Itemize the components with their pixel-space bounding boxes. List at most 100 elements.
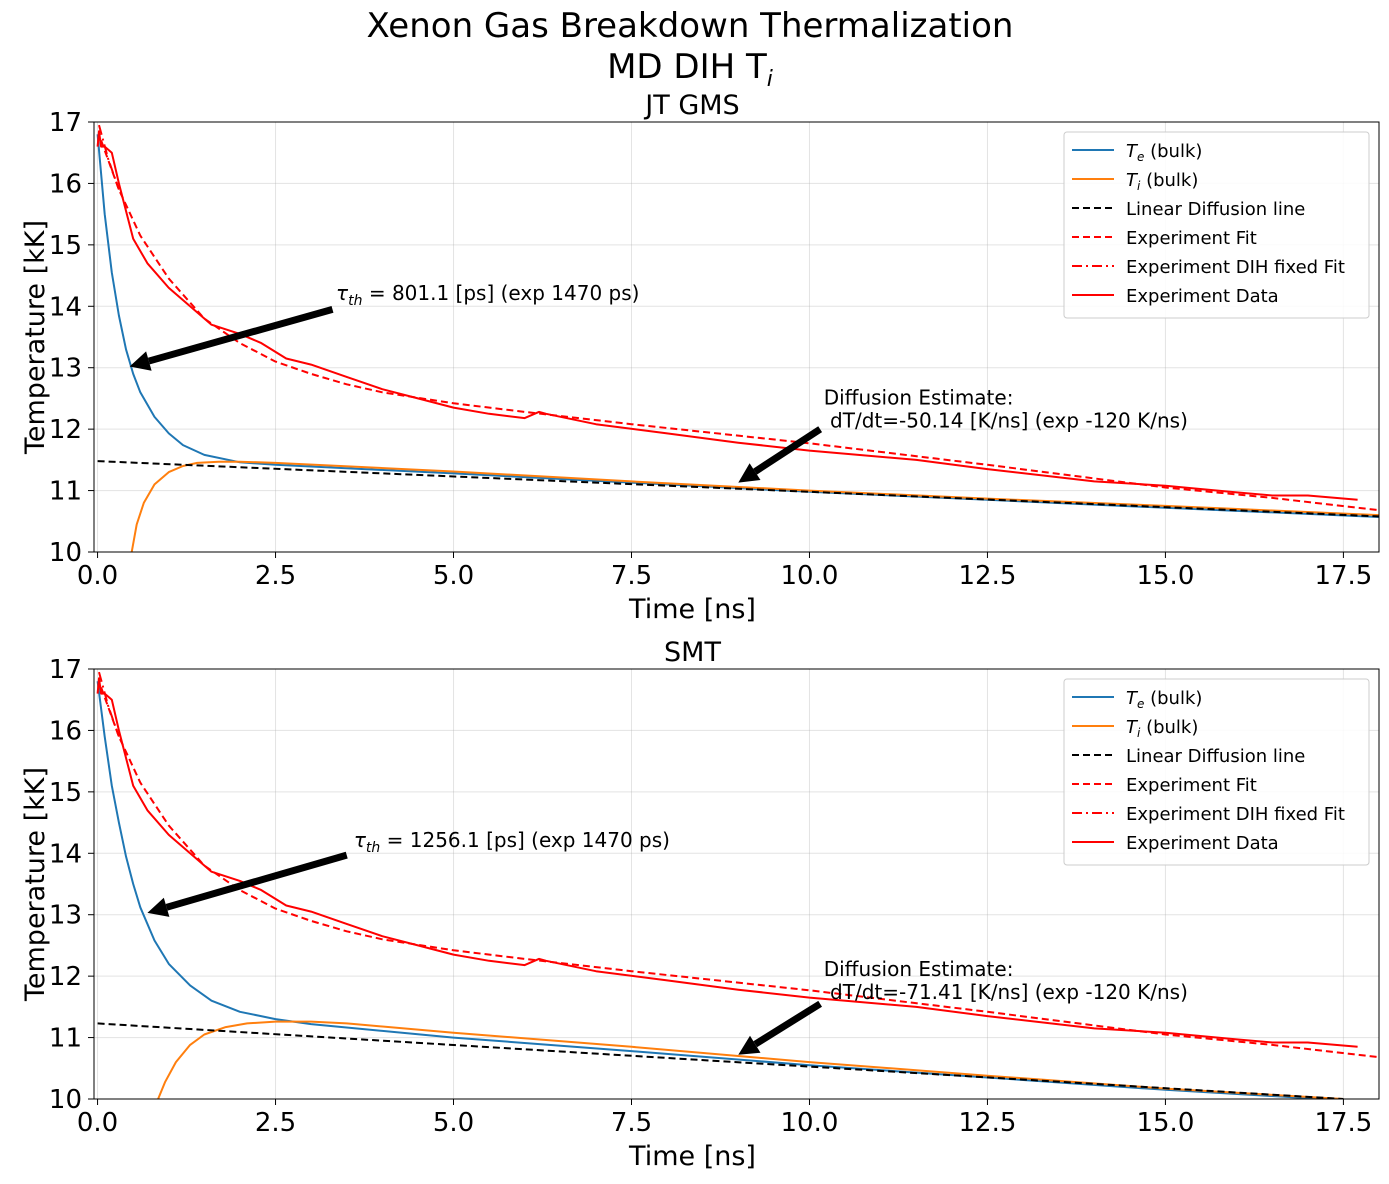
series-experiment-dih-fixed-fit: [98, 124, 120, 190]
annotation-diffusion-title: Diffusion Estimate:: [824, 386, 1014, 410]
y-tick-label: 13: [49, 901, 82, 931]
legend-symbol: T: [1126, 688, 1139, 709]
legend-label: Experiment Fit: [1126, 228, 1257, 249]
annotation-diffusion-value: dT/dt=-71.41 [K/ns] (exp -120 K/ns): [824, 980, 1188, 1004]
legend-subscript: i: [1137, 726, 1141, 740]
tau-value: = 1256.1 [ps] (exp 1470 ps): [380, 828, 670, 852]
chart-panel-2: 0.0 2.5 5.0 7.5 10.0 12.5 15.0 17.5 10 11 12 13 14 15…: [20, 637, 1380, 1172]
series-t-e-bulk-: [96, 134, 1379, 518]
legend-text: (bulk): [1140, 717, 1198, 738]
x-tick-label: 17.5: [1314, 561, 1372, 591]
annotation-arrow-head: [738, 1035, 761, 1055]
legend-label: Experiment Data: [1126, 286, 1279, 307]
y-tick-label: 14: [49, 292, 82, 322]
y-tick-label: 17: [49, 655, 82, 685]
series-t-e-bulk-: [96, 681, 1341, 1099]
x-tick-label: 5.0: [433, 561, 474, 591]
tau-value: = 801.1 [ps] (exp 1470 ps): [362, 281, 639, 305]
legend-label: Experiment Data: [1126, 833, 1279, 854]
legend-label: Experiment DIH fixed Fit: [1126, 257, 1345, 278]
annotation-arrow-head: [147, 897, 170, 917]
legend-label: Experiment Fit: [1126, 775, 1257, 796]
series-t-i-bulk-: [130, 460, 1379, 552]
y-axis-label: Temperature [kK]: [20, 220, 51, 455]
legend-symbol: T: [1126, 170, 1139, 191]
legend-label: Ti (bulk): [1126, 170, 1198, 193]
legend-label: Linear Diffusion line: [1126, 746, 1305, 767]
legend-label: Te (bulk): [1126, 141, 1202, 164]
annotation-tau-label: τth = 1256.1 [ps] (exp 1470 ps): [354, 828, 670, 856]
annotation-arrow-shaft: [753, 1000, 822, 1048]
tau-symbol: τ: [336, 281, 349, 305]
y-tick-label: 16: [49, 716, 82, 746]
figure-title-line1: Xenon Gas Breakdown Thermalization: [367, 6, 1014, 46]
series-experiment-data: [96, 677, 1358, 1048]
tau-subscript: th: [366, 840, 380, 856]
panel-title: JT GMS: [643, 90, 739, 121]
y-tick-label: 10: [49, 1085, 82, 1115]
x-tick-label: 2.5: [255, 1108, 296, 1138]
y-tick-label: 14: [49, 839, 82, 869]
x-tick-label: 10.0: [781, 1108, 839, 1138]
x-tick-label: 0.0: [77, 561, 118, 591]
x-tick-label: 15.0: [1136, 1108, 1194, 1138]
annotation-diffusion-title: Diffusion Estimate:: [824, 957, 1014, 981]
legend-box: [1063, 131, 1370, 319]
y-tick-label: 15: [49, 231, 82, 261]
x-tick-label: 2.5: [255, 561, 296, 591]
y-tick-label: 13: [49, 354, 82, 384]
y-axis-label: Temperature [kK]: [20, 767, 51, 1002]
y-tick-label: 17: [49, 108, 82, 138]
legend-text: (bulk): [1144, 141, 1202, 162]
legend-subscript: e: [1137, 150, 1144, 164]
legend-label: Te (bulk): [1126, 688, 1202, 711]
legend-subscript: i: [1137, 179, 1141, 193]
y-tick-label: 11: [49, 477, 82, 507]
x-tick-label: 7.5: [611, 1108, 652, 1138]
x-tick-label: 10.0: [781, 561, 839, 591]
y-tick-label: 12: [49, 962, 82, 992]
legend-subscript: e: [1137, 697, 1144, 711]
series-t-i-bulk-: [157, 1020, 1344, 1099]
axes-frame: [93, 668, 1380, 1100]
y-tick-label: 10: [49, 538, 82, 568]
legend-box: [1063, 678, 1370, 866]
annotation-arrow-head: [129, 351, 152, 371]
legend-label: Ti (bulk): [1126, 717, 1198, 740]
annotation-tau-label: τth = 801.1 [ps] (exp 1470 ps): [336, 281, 639, 309]
y-tick-label: 15: [49, 778, 82, 808]
series-linear-diffusion-line: [97, 460, 1379, 518]
plot-area: [96, 124, 1379, 552]
y-tick-label: 16: [49, 169, 82, 199]
x-tick-label: 0.0: [77, 1108, 118, 1138]
x-tick-label: 15.0: [1136, 561, 1194, 591]
annotation-arrow-shaft: [165, 851, 348, 911]
x-axis-label: Time [ns]: [628, 594, 756, 625]
figure-title-subscript: i: [767, 67, 773, 92]
legend-text: (bulk): [1144, 688, 1202, 709]
legend-symbol: T: [1126, 141, 1139, 162]
plot-area: [96, 671, 1379, 1099]
figure-title-line2: MD DIH Ti: [607, 47, 773, 92]
tau-subscript: th: [348, 293, 362, 309]
y-tick-label: 12: [49, 415, 82, 445]
series-linear-diffusion-line: [97, 1022, 1344, 1099]
annotation-arrow-shaft: [147, 305, 334, 365]
y-tick-label: 11: [49, 1024, 82, 1054]
series-experiment-fit: [100, 140, 1379, 512]
series-experiment-fit: [100, 687, 1379, 1059]
series-experiment-data: [96, 130, 1358, 501]
legend-label: Linear Diffusion line: [1126, 199, 1305, 220]
legend-text: (bulk): [1140, 170, 1198, 191]
annotation-diffusion-value: dT/dt=-50.14 [K/ns] (exp -120 K/ns): [824, 409, 1188, 433]
x-tick-label: 5.0: [433, 1108, 474, 1138]
chart-panel-1: 0.0 2.5 5.0 7.5 10.0 12.5 15.0 17.5 10 11 12 13 14 15…: [20, 90, 1380, 625]
x-tick-label: 12.5: [959, 1108, 1017, 1138]
annotation-arrow-shaft: [753, 426, 823, 475]
series-experiment-dih-fixed-fit: [98, 671, 120, 737]
legend-label: Experiment DIH fixed Fit: [1126, 804, 1345, 825]
panel-title: SMT: [664, 637, 721, 668]
annotation-arrow-head: [738, 463, 761, 483]
